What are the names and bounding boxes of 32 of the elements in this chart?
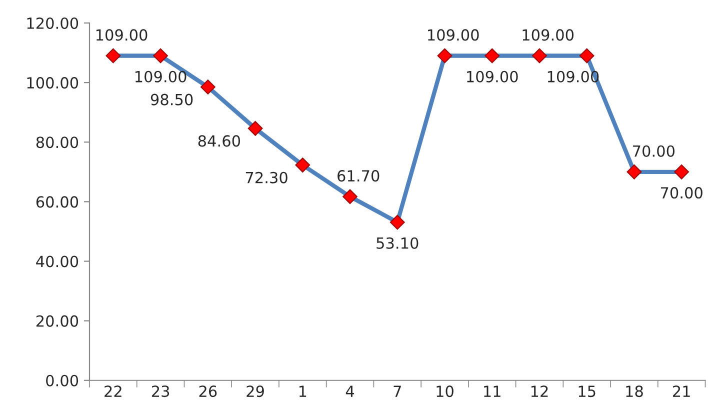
y-tick-label: 60.00 bbox=[36, 196, 78, 208]
x-tick-label: 12 bbox=[531, 386, 548, 397]
data-label: 109.00 bbox=[467, 70, 518, 82]
x-tick-label: 23 bbox=[152, 386, 170, 398]
data-label: 109.00 bbox=[428, 29, 479, 41]
x-tick-label: 4 bbox=[346, 386, 354, 397]
y-tick-label: 120.00 bbox=[27, 17, 78, 30]
data-label: 109.00 bbox=[522, 29, 574, 41]
y-tick-label: 40.00 bbox=[36, 256, 78, 268]
y-tick-label: 20.00 bbox=[36, 315, 78, 327]
data-label: 84.60 bbox=[198, 135, 240, 147]
data-label: 109.00 bbox=[136, 70, 186, 82]
data-label: 70.00 bbox=[633, 145, 675, 157]
x-tick-label: 15 bbox=[578, 386, 596, 398]
x-tick-label: 18 bbox=[626, 386, 643, 398]
x-tick-label: 1 bbox=[299, 386, 306, 397]
y-tick-label: 100.00 bbox=[27, 77, 78, 89]
x-tick-label: 26 bbox=[199, 386, 217, 398]
x-tick-label: 7 bbox=[394, 386, 401, 397]
x-tick-label: 21 bbox=[672, 386, 690, 397]
data-label: 98.50 bbox=[150, 94, 193, 106]
data-label: 61.70 bbox=[338, 170, 380, 182]
data-label: 72.30 bbox=[246, 172, 288, 184]
x-tick-label: 29 bbox=[246, 386, 264, 398]
x-tick-label: 10 bbox=[436, 386, 454, 398]
data-label: 70.00 bbox=[660, 187, 702, 199]
x-tick-label: 11 bbox=[484, 386, 500, 397]
y-tick-label: 0.00 bbox=[46, 374, 78, 386]
y-tick-label: 80.00 bbox=[36, 136, 78, 148]
data-label: 53.10 bbox=[376, 237, 418, 249]
data-label: 109.00 bbox=[96, 29, 148, 41]
x-tick-label: 22 bbox=[104, 386, 122, 397]
